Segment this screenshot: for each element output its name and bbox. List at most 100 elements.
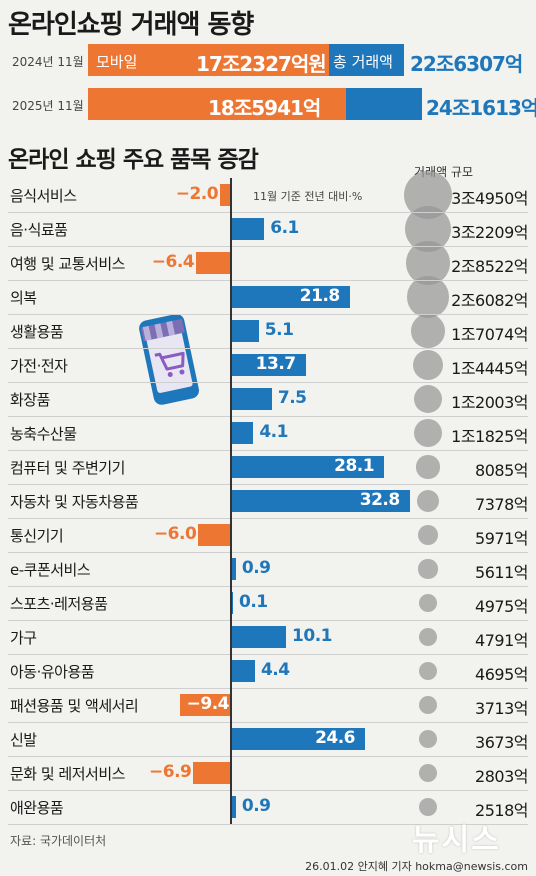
credit-line: 26.01.02 안지혜 기자 hokma@newsis.com (305, 860, 528, 873)
amount-bubble (419, 798, 437, 816)
value-label: −6.9 (149, 762, 192, 782)
category-label: 음식서비스 (10, 187, 77, 205)
amount-label: 5971억 (475, 529, 528, 548)
row-divider (8, 212, 528, 213)
row-divider (8, 348, 528, 349)
category-label: 컴퓨터 및 주변기기 (10, 459, 125, 477)
category-label: 농축수산물 (10, 425, 77, 443)
mobile-value-2025: 18조5941억 (208, 96, 321, 120)
value-bar (231, 320, 259, 342)
category-label: 애완용품 (10, 799, 64, 817)
value-label: 0.9 (241, 796, 271, 816)
amount-bubble (419, 696, 437, 714)
value-label: 5.1 (264, 320, 294, 340)
category-label: 화장품 (10, 391, 50, 409)
row-divider (8, 450, 528, 451)
row-divider (8, 484, 528, 485)
category-label: 의복 (10, 289, 37, 307)
row-divider (8, 654, 528, 655)
amount-label: 2조6082억 (451, 291, 528, 310)
amount-label: 5611억 (475, 563, 528, 582)
amount-label: 1조7074억 (451, 325, 528, 344)
amount-label: 7378억 (475, 495, 528, 514)
value-label: 0.1 (239, 592, 268, 612)
amount-bubble (412, 349, 444, 381)
value-bar (231, 626, 287, 648)
row-divider (8, 280, 528, 281)
row-divider (8, 722, 528, 723)
value-label: −9.4 (186, 694, 230, 714)
row-divider (8, 314, 528, 315)
category-label: 여행 및 교통서비스 (10, 255, 125, 273)
value-label: 7.5 (277, 388, 307, 408)
value-label: 21.8 (299, 286, 340, 306)
category-label: 문화 및 레저서비스 (10, 765, 125, 783)
amount-bubble (419, 764, 437, 782)
amount-label: 1조2003억 (451, 393, 528, 412)
category-label: e-쿠폰서비스 (10, 561, 91, 579)
row-divider (8, 756, 528, 757)
value-label: 10.1 (292, 626, 332, 646)
value-bar (231, 490, 410, 512)
row-divider (8, 790, 528, 791)
row-divider (8, 552, 528, 553)
amount-bubble (416, 489, 440, 513)
value-bar (231, 728, 366, 750)
mobile-value-2024: 17조2327억원 (196, 52, 327, 76)
total-value-2024: 22조6307억 (410, 52, 523, 76)
summary-year-2025: 2025년 11월 (12, 99, 84, 113)
amount-label: 2803억 (475, 767, 528, 786)
amount-bubble (407, 276, 449, 318)
value-bar (231, 660, 255, 682)
value-bar (231, 354, 306, 376)
summary-year-2024: 2024년 11월 (12, 55, 84, 69)
amount-bubble (413, 384, 443, 414)
mobile-label: 모바일 (96, 53, 138, 71)
value-label: 24.6 (315, 728, 356, 748)
category-label: 통신기기 (10, 527, 64, 545)
newsis-logo: 뉴시스 (412, 823, 501, 858)
amount-bubble (418, 593, 438, 613)
amount-label: 3673억 (475, 733, 528, 752)
amount-bubble (418, 525, 438, 545)
value-label: 0.9 (241, 558, 271, 578)
amount-bubble (414, 419, 442, 447)
mobile-bar-2025 (88, 88, 346, 120)
category-label: 자동차 및 자동차용품 (10, 493, 139, 511)
value-bar (231, 592, 233, 614)
category-label: 가구 (10, 629, 37, 647)
chart-title: 온라인 쇼핑 주요 품목 증감 (8, 147, 259, 173)
row-divider (8, 586, 528, 587)
category-label: 생활용품 (10, 323, 64, 341)
source-note: 자료: 국가데이터처 (10, 834, 107, 848)
value-bar (179, 694, 231, 716)
row-divider (8, 688, 528, 689)
value-label: 13.7 (255, 354, 296, 374)
row-divider (8, 382, 528, 383)
category-label: 신발 (10, 731, 37, 749)
category-label: 스포츠·레저용품 (10, 595, 108, 613)
value-bar (231, 558, 236, 580)
row-divider (8, 824, 528, 825)
value-label: 4.1 (259, 422, 288, 442)
value-bar (231, 388, 272, 410)
amount-label: 4695억 (475, 665, 528, 684)
row-divider (8, 416, 528, 417)
amount-bubble (419, 730, 437, 748)
value-bar (231, 796, 236, 818)
amount-bubble (418, 559, 438, 579)
category-label: 음·식료품 (10, 221, 68, 239)
row-divider (8, 246, 528, 247)
chart-note: 11월 기준 전년 대비·% (253, 190, 363, 203)
category-label: 아동·유아용품 (10, 663, 95, 681)
amount-label: 1조1825억 (451, 427, 528, 446)
value-bar (198, 524, 231, 546)
amount-bubble (419, 628, 437, 646)
row-divider (8, 518, 528, 519)
value-bar (196, 252, 231, 274)
value-label: −6.0 (153, 524, 197, 544)
zero-axis (230, 178, 232, 824)
value-bar (220, 184, 231, 206)
row-divider (8, 620, 528, 621)
category-label: 가전·전자 (10, 357, 68, 375)
